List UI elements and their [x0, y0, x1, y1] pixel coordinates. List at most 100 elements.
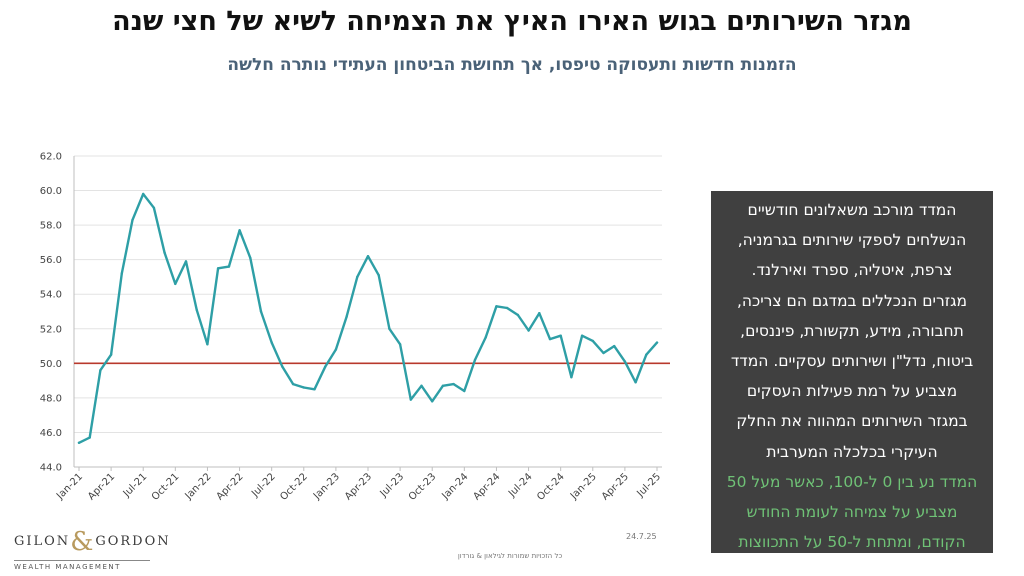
data-point	[463, 389, 466, 393]
data-point	[516, 313, 520, 317]
data-point	[591, 339, 594, 343]
data-point	[302, 386, 305, 389]
data-point	[398, 343, 402, 346]
y-tick-label: 44.0	[40, 463, 62, 474]
data-point	[270, 341, 273, 344]
data-point	[109, 353, 113, 356]
y-tick-label: 48.0	[40, 393, 62, 404]
note-line: מצביע על רמת פעילות העסקים	[746, 382, 958, 401]
explanation-box: המדד מורכב משאלונים חודשיים הנשלחים לספק…	[711, 191, 993, 553]
logo-tagline: WEALTH MANAGEMENT	[14, 560, 150, 571]
note-green-line: המדד נע בין 0 ל-100, כאשר מעל 50	[726, 472, 978, 491]
y-tick-label: 62.0	[40, 152, 62, 163]
logo-ampersand: &	[70, 527, 96, 557]
x-tick-label: Oct-21	[150, 471, 182, 503]
chart-title: מגזר השירותים בגוש האירו האיץ את הצמיחה …	[112, 6, 912, 37]
note-line: המדד מורכב משאלונים חודשיים	[747, 201, 957, 219]
note-line: צרפת, איטליה, ספרד ואירלנד.	[751, 261, 953, 280]
data-point	[184, 260, 188, 263]
data-point	[431, 400, 434, 403]
company-logo: GILON&GORDON WEALTH MANAGEMENT	[14, 527, 169, 571]
note-line: במגזר השירותים המהווה את החלק	[736, 412, 968, 431]
x-tick-label: Apr-25	[600, 471, 631, 502]
data-point	[227, 265, 231, 268]
data-point	[409, 398, 412, 401]
x-tick-label: Jan-25	[568, 471, 599, 502]
data-point	[366, 255, 370, 258]
logo-name-left: GILON	[14, 534, 71, 549]
x-tick-label: Oct-22	[278, 471, 310, 503]
x-tick-label: Jul-21	[121, 471, 150, 500]
data-point	[645, 353, 648, 356]
data-point	[142, 192, 145, 196]
data-point	[238, 229, 241, 232]
logo-name-right: GORDON	[95, 534, 171, 549]
data-point	[77, 441, 81, 444]
note-line: העיקרי בכלכלה המערבית	[766, 442, 938, 461]
data-point	[324, 365, 327, 368]
data-point	[441, 384, 445, 387]
data-point	[99, 369, 102, 372]
data-point	[345, 315, 348, 318]
data-point	[420, 384, 423, 387]
data-point	[334, 348, 338, 351]
data-point	[548, 337, 552, 341]
data-point	[623, 360, 627, 363]
data-point	[120, 272, 124, 275]
note-green-line: מצביע על צמיחה לעומת החודש	[746, 503, 958, 522]
data-point	[313, 388, 316, 391]
x-tick-label: Oct-24	[535, 471, 567, 503]
y-tick-label: 58.0	[40, 221, 62, 232]
y-tick-label: 52.0	[40, 324, 62, 335]
data-point	[131, 218, 134, 222]
x-tick-label: Jan-24	[440, 471, 471, 502]
x-tick-label: Jul-22	[249, 471, 278, 500]
x-tick-label: Apr-22	[215, 471, 246, 502]
data-point	[88, 436, 91, 439]
y-tick-label: 56.0	[40, 255, 62, 266]
data-point	[495, 305, 498, 308]
data-point	[291, 382, 295, 386]
data-point	[249, 256, 252, 260]
x-tick-label: Apr-21	[86, 471, 117, 502]
x-tick-label: Jan-22	[183, 471, 214, 502]
data-point	[152, 206, 156, 209]
data-point	[377, 274, 380, 277]
y-tick-label: 46.0	[40, 428, 62, 439]
data-point	[163, 251, 166, 254]
chart-subtitle: הזמנות חדשות ותעסוקה טיפסו, אך תחושת הבי…	[227, 55, 797, 75]
data-point	[452, 382, 455, 386]
x-tick-label: Oct-23	[407, 471, 439, 503]
data-point	[206, 343, 209, 346]
x-tick-label: Apr-24	[471, 471, 502, 502]
data-point	[484, 336, 487, 339]
data-point	[538, 312, 541, 315]
data-point	[388, 327, 391, 330]
x-tick-label: Jul-24	[506, 471, 535, 500]
y-tick-label: 60.0	[40, 186, 62, 197]
x-tick-label: Jul-25	[635, 471, 664, 500]
y-tick-label: 54.0	[40, 290, 62, 301]
data-point	[580, 334, 584, 337]
note-line: ביטוח, נדל"ן ושירותים עסקיים. המדד	[730, 352, 974, 371]
data-point	[505, 306, 509, 310]
y-tick-label: 50.0	[40, 359, 62, 370]
series-line	[77, 192, 659, 444]
note-line: תחבורה, מידע, תקשורת, פיננסים,	[740, 321, 964, 340]
data-point	[634, 381, 637, 384]
data-point	[613, 344, 616, 348]
x-tick-label: Jan-23	[311, 471, 342, 502]
data-point	[655, 341, 659, 344]
x-tick-label: Apr-23	[343, 471, 374, 502]
data-point	[602, 351, 605, 355]
data-point	[259, 310, 263, 313]
line-chart: 44.0 46.0 48.0 50.0 52.0 54.0 56.0 58.0 60.0 62.0…	[40, 152, 670, 503]
data-point	[356, 275, 359, 279]
data-point	[281, 365, 284, 368]
x-tick-label: Jan-21	[54, 471, 85, 502]
data-point	[195, 308, 198, 311]
data-point	[216, 267, 220, 270]
note-green-line: הקודם, ומתחת ל-50 על התכווצות	[738, 533, 966, 552]
data-point	[527, 329, 530, 332]
note-line: הנשלחים לספקי שירותים בגרמניה,	[737, 231, 967, 250]
